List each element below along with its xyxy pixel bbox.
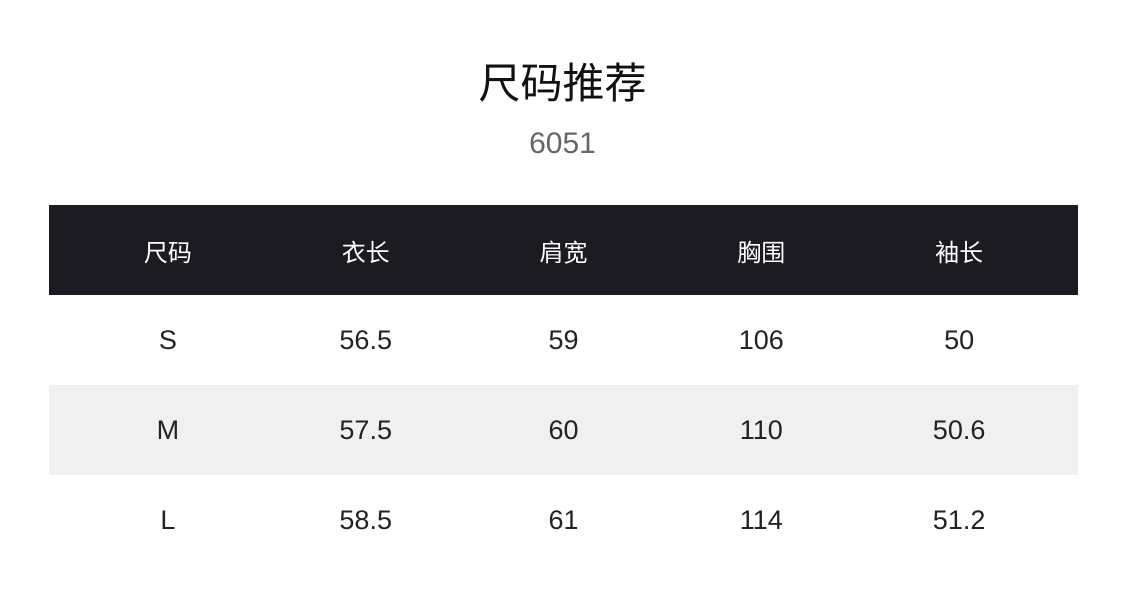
- table-row: S 56.5 59 106 50: [49, 295, 1078, 385]
- header-cell: 袖长: [935, 238, 984, 267]
- product-code: 6051: [529, 127, 596, 160]
- table-row: M 57.5 60 110 50.6: [49, 385, 1078, 475]
- table-cell: 59: [548, 324, 579, 355]
- table-header: 尺码 衣长 肩宽 胸围 袖长: [49, 205, 1078, 295]
- table-cell: 106: [738, 324, 784, 355]
- table-cell: 50: [944, 324, 975, 355]
- table-cell: M: [156, 414, 180, 445]
- table-cell: 57.5: [339, 414, 392, 445]
- page-title: 尺码推荐: [478, 59, 647, 108]
- table-cell: 58.5: [339, 504, 392, 535]
- table-cell: 114: [739, 504, 783, 535]
- table-cell: 50.6: [932, 414, 986, 445]
- header-cell: 胸围: [737, 238, 786, 267]
- table-cell: 110: [739, 414, 783, 445]
- table-cell: S: [158, 324, 177, 355]
- table-cell: 61: [548, 504, 579, 535]
- table-cell: 56.5: [339, 324, 392, 355]
- size-table: 尺码 衣长 肩宽 胸围 袖长 S 56.5 59 106 50 M 57.5 6…: [49, 205, 1078, 565]
- table-cell: 51.2: [932, 504, 986, 535]
- table-cell: L: [160, 504, 176, 535]
- header-cell: 尺码: [143, 238, 192, 267]
- header-cell: 衣长: [341, 238, 390, 267]
- table-row: L 58.5 61 114 51.2: [49, 475, 1078, 565]
- table-cell: 60: [548, 414, 579, 445]
- header-cell: 肩宽: [539, 238, 588, 267]
